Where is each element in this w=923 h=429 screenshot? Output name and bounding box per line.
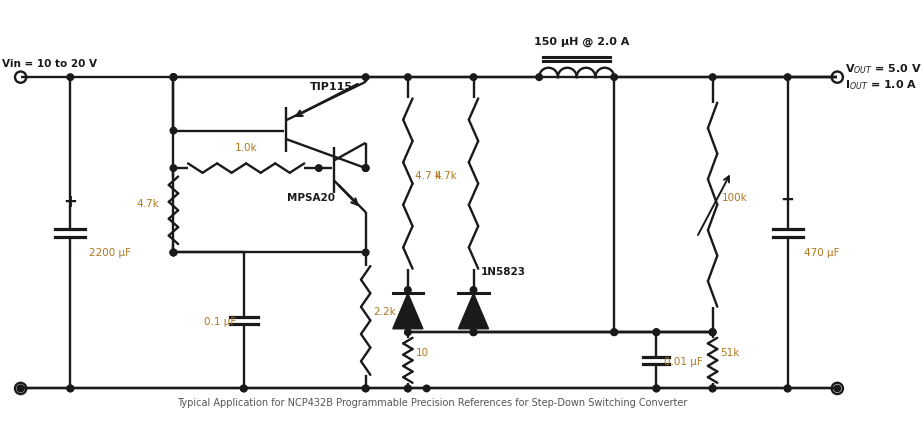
Circle shape: [170, 74, 176, 80]
Circle shape: [785, 385, 791, 392]
Circle shape: [170, 74, 176, 80]
Circle shape: [709, 385, 716, 392]
Circle shape: [363, 385, 369, 392]
Circle shape: [611, 74, 617, 80]
Text: V$_{OUT}$ = 5.0 V: V$_{OUT}$ = 5.0 V: [845, 62, 922, 76]
Circle shape: [404, 287, 411, 293]
Text: 100k: 100k: [722, 193, 748, 203]
Circle shape: [404, 329, 411, 335]
Circle shape: [611, 329, 617, 335]
Circle shape: [241, 385, 247, 392]
Circle shape: [653, 329, 660, 335]
Circle shape: [785, 74, 791, 80]
Text: 2200 μF: 2200 μF: [90, 248, 131, 258]
Circle shape: [67, 74, 74, 80]
Circle shape: [404, 385, 411, 392]
Polygon shape: [393, 293, 423, 329]
Circle shape: [67, 385, 74, 392]
Polygon shape: [459, 293, 488, 329]
Text: 0.01 μF: 0.01 μF: [664, 357, 702, 367]
Text: +: +: [63, 193, 77, 211]
Text: TIP115: TIP115: [309, 82, 353, 92]
Circle shape: [611, 329, 617, 335]
Circle shape: [709, 385, 716, 392]
Circle shape: [470, 329, 477, 335]
Text: 4.7 k: 4.7 k: [415, 171, 441, 181]
Circle shape: [170, 249, 176, 256]
Text: 1.0k: 1.0k: [234, 143, 257, 153]
Circle shape: [470, 287, 477, 293]
Text: 470 μF: 470 μF: [805, 248, 840, 258]
Circle shape: [18, 385, 24, 392]
Circle shape: [653, 329, 660, 335]
Text: 51k: 51k: [720, 347, 739, 358]
Circle shape: [363, 165, 369, 171]
Text: 0.1 μF: 0.1 μF: [204, 317, 236, 326]
Circle shape: [834, 385, 841, 392]
Text: +: +: [780, 190, 794, 208]
Circle shape: [363, 74, 369, 80]
Circle shape: [170, 249, 176, 256]
Circle shape: [470, 74, 477, 80]
Circle shape: [709, 329, 716, 335]
Text: 10: 10: [415, 347, 428, 358]
Text: 4.7k: 4.7k: [434, 171, 457, 181]
Circle shape: [170, 127, 176, 134]
Text: 150 μH @ 2.0 A: 150 μH @ 2.0 A: [534, 36, 629, 47]
Circle shape: [653, 385, 660, 392]
Circle shape: [470, 329, 477, 335]
Text: Vin = 10 to 20 V: Vin = 10 to 20 V: [2, 59, 97, 69]
Circle shape: [241, 385, 247, 392]
Circle shape: [470, 329, 477, 335]
Circle shape: [709, 329, 716, 335]
Circle shape: [67, 385, 74, 392]
Circle shape: [363, 385, 369, 392]
Circle shape: [170, 249, 176, 256]
Text: 4.7k: 4.7k: [136, 199, 159, 208]
Circle shape: [404, 74, 411, 80]
Circle shape: [653, 385, 660, 392]
Circle shape: [363, 249, 369, 256]
Circle shape: [709, 74, 716, 80]
Circle shape: [424, 385, 430, 392]
Circle shape: [170, 74, 176, 80]
Circle shape: [363, 165, 369, 171]
Circle shape: [316, 165, 322, 171]
Circle shape: [536, 74, 543, 80]
Circle shape: [404, 385, 411, 392]
Circle shape: [785, 385, 791, 392]
Circle shape: [18, 385, 24, 392]
Text: 2.2k: 2.2k: [373, 307, 396, 317]
Circle shape: [170, 165, 176, 171]
Text: I$_{OUT}$ = 1.0 A: I$_{OUT}$ = 1.0 A: [845, 79, 917, 93]
Text: Typical Application for NCP432B Programmable Precision References for Step-Down : Typical Application for NCP432B Programm…: [177, 398, 688, 408]
Circle shape: [709, 329, 716, 335]
Text: MPSA20: MPSA20: [287, 193, 335, 203]
Text: 1N5823: 1N5823: [481, 267, 526, 277]
